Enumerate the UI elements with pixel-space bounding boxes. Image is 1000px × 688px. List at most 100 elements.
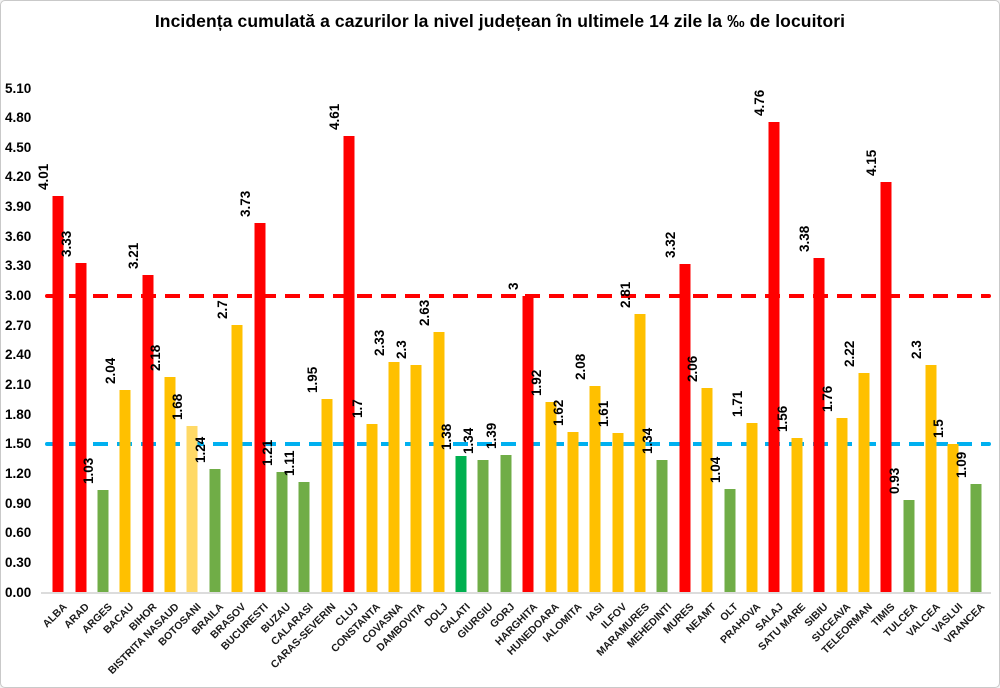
- bar-slot: 4.61: [327, 88, 360, 592]
- bar: [522, 295, 534, 592]
- bar: [701, 388, 713, 592]
- bar: [186, 425, 198, 592]
- bar-slot: 1.92: [529, 88, 561, 592]
- bar-slot: 1.04: [708, 88, 740, 592]
- bar-value-label: 3.32: [662, 231, 678, 258]
- bar-slot: 2.3: [394, 88, 427, 592]
- bar-slot: 2.18: [148, 88, 181, 592]
- x-axis-line: [41, 592, 991, 594]
- y-tick-label: 2.10: [5, 376, 32, 392]
- bar-value-label: 1.21: [259, 440, 275, 467]
- bar-slot: 4.76: [752, 88, 785, 592]
- y-tick-label: 2.40: [5, 347, 32, 363]
- y-tick-label: 1.20: [5, 465, 32, 481]
- bar-value-label: 1.71: [729, 390, 745, 418]
- bar: [433, 332, 445, 592]
- bar: [75, 262, 87, 592]
- threshold-line: [45, 293, 991, 298]
- y-tick-label: 4.20: [5, 169, 32, 185]
- bar-slot: 3.73: [238, 88, 270, 592]
- bar: [410, 364, 422, 592]
- y-tick-label: 3.60: [5, 228, 32, 244]
- bar-value-label: 1.09: [953, 452, 969, 479]
- bar-value-label: 2.08: [573, 354, 589, 381]
- bar-value-label: 3.21: [125, 242, 141, 269]
- bar: [656, 459, 668, 592]
- bar-value-label: 1.38: [439, 423, 455, 450]
- bar-value-label: 1.95: [304, 367, 320, 394]
- bar-value-label: 2.33: [371, 329, 387, 356]
- bar-slot: 1.24: [193, 88, 226, 592]
- bar-slot: 2.33: [372, 88, 405, 592]
- bar-value-label: 4.61: [327, 104, 343, 131]
- bar: [746, 423, 758, 592]
- y-tick-label: 4.80: [5, 110, 32, 126]
- bar: [589, 386, 601, 592]
- bar-value-label: 1.92: [528, 369, 544, 397]
- bar-slot: 1.39: [484, 88, 517, 592]
- bar-value-label: 1.68: [170, 393, 186, 420]
- bar-slot: 1.21: [260, 88, 293, 592]
- bar-slot: 2.08: [573, 88, 606, 592]
- bar-value-label: 3.73: [237, 191, 253, 218]
- bar-value-label: 2.22: [841, 340, 857, 367]
- bar-value-label: 3.38: [797, 225, 813, 252]
- bar-slot: 2.63: [417, 88, 449, 592]
- bar: [97, 490, 109, 592]
- bar-value-label: 1.24: [192, 437, 208, 464]
- bar: [925, 364, 937, 592]
- bar-value-label: 1.7: [349, 399, 365, 418]
- bar-slot: 2.7: [215, 88, 248, 592]
- bar: [298, 482, 310, 592]
- bar-value-label: 2.3: [909, 339, 925, 359]
- bar: [836, 418, 848, 592]
- bar-slot: 1.76: [820, 88, 852, 592]
- bar-value-label: 1.61: [595, 400, 611, 427]
- bar-slot: 1.62: [551, 88, 584, 592]
- bar-value-label: 1.34: [461, 427, 477, 454]
- bar-slot: 3: [506, 88, 539, 592]
- bar: [858, 372, 870, 592]
- threshold-line: [45, 441, 991, 446]
- bar-slot: 2.22: [842, 88, 875, 592]
- bar: [880, 181, 892, 592]
- bar: [768, 121, 780, 592]
- bar: [947, 443, 959, 592]
- bar: [209, 469, 221, 592]
- y-tick-label: 1.50: [5, 436, 32, 452]
- y-tick-label: 0.30: [5, 554, 32, 570]
- bar-value-label: 4.76: [752, 89, 768, 116]
- bar-value-label: 2.63: [416, 299, 432, 327]
- bar: [679, 263, 691, 592]
- bar-value-label: 1.04: [707, 456, 723, 484]
- bar-slot: 3.33: [59, 88, 91, 592]
- bar-value-label: 4.15: [864, 149, 880, 176]
- bar: [813, 257, 825, 592]
- bar-value-label: 1.11: [282, 450, 298, 477]
- bar-slot: 1.34: [640, 88, 673, 592]
- bar: [970, 484, 982, 592]
- bar-slot: 3.38: [797, 88, 830, 592]
- bar-slot: 1.09: [954, 88, 987, 592]
- bar-value-label: 1.56: [774, 405, 790, 432]
- bar-value-label: 1.39: [483, 422, 499, 449]
- bar-slot: 1.11: [282, 88, 315, 592]
- bar-value-label: 4.01: [36, 163, 52, 190]
- y-tick-label: 3.00: [5, 288, 32, 304]
- bar: [343, 136, 355, 592]
- bar-slot: 1.5: [931, 88, 964, 592]
- bar: [724, 489, 736, 592]
- y-tick-label: 2.70: [5, 317, 32, 333]
- bar-value-label: 2.81: [618, 282, 634, 309]
- bar-value-label: 1.34: [640, 427, 656, 454]
- y-tick-label: 0.90: [5, 495, 32, 511]
- bar-slot: 2.04: [103, 88, 136, 592]
- y-tick-label: 3.90: [5, 199, 32, 215]
- bar-slot: 2.81: [618, 88, 651, 592]
- y-tick-label: 4.50: [5, 139, 32, 155]
- y-tick-label: 3.30: [5, 258, 32, 274]
- bar: [903, 500, 915, 592]
- bar-value-label: 1.03: [80, 457, 96, 485]
- bar: [477, 459, 489, 592]
- bar-value-label: 3: [506, 282, 522, 290]
